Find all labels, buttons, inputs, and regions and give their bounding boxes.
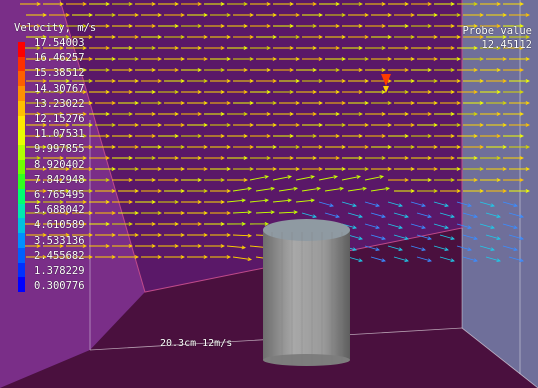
legend-value: 12.15276 [34, 113, 85, 125]
legend-swatch [18, 203, 25, 219]
legend-value: 9.997855 [34, 143, 85, 156]
legend-swatch [18, 100, 25, 116]
legend-swatch [18, 115, 25, 131]
legend-value: 13.23022 [34, 97, 85, 110]
legend-value: 8.920402 [34, 158, 85, 171]
legend-swatch [18, 56, 25, 72]
legend-swatch [18, 86, 25, 101]
legend-swatch [18, 218, 25, 234]
legend-swatch [18, 144, 25, 160]
probe-label: Probe value [462, 25, 532, 37]
legend-swatch [18, 277, 25, 292]
legend-value: 16.46257 [34, 52, 85, 65]
probe-value: 12.45112 [481, 39, 532, 51]
right-wall [462, 0, 538, 388]
legend-swatch [18, 233, 25, 248]
legend-swatch [18, 130, 25, 145]
legend-value: 17.54003 [34, 37, 85, 49]
legend-value: 4.610589 [34, 219, 85, 232]
legend-value: 11.07531 [34, 128, 85, 141]
legend-swatch [18, 247, 25, 263]
left-wall [0, 0, 145, 388]
legend-value: 2.455682 [34, 249, 85, 262]
back-wall [60, 0, 462, 292]
legend-value: 5.688042 [34, 204, 85, 217]
cylinder-obstacle[interactable] [263, 219, 350, 366]
legend-value: 6.765495 [34, 189, 85, 201]
legend-value: 7.842948 [34, 173, 85, 186]
legend-value: 0.300776 [34, 280, 85, 293]
legend-swatch [18, 174, 25, 190]
legend-swatch [18, 42, 25, 57]
legend-value: 3.533136 [34, 234, 85, 247]
legend-value: 14.30767 [34, 82, 85, 95]
legend-swatch [18, 159, 25, 175]
legend-color-bar [18, 42, 25, 292]
legend-swatch [18, 71, 25, 87]
legend-value: 15.38512 [34, 67, 85, 80]
legend-swatch [18, 262, 25, 278]
velocity-arrows [20, 2, 531, 263]
probe-readout: Probe value 12.45112 [462, 24, 532, 52]
legend-swatch [18, 189, 25, 204]
scale-label: 20.3cm 12m/s [160, 338, 233, 349]
legend-title: Velocity, m/s [14, 22, 97, 34]
probe-marker[interactable] [381, 74, 391, 93]
legend-value: 1.378229 [34, 265, 85, 277]
